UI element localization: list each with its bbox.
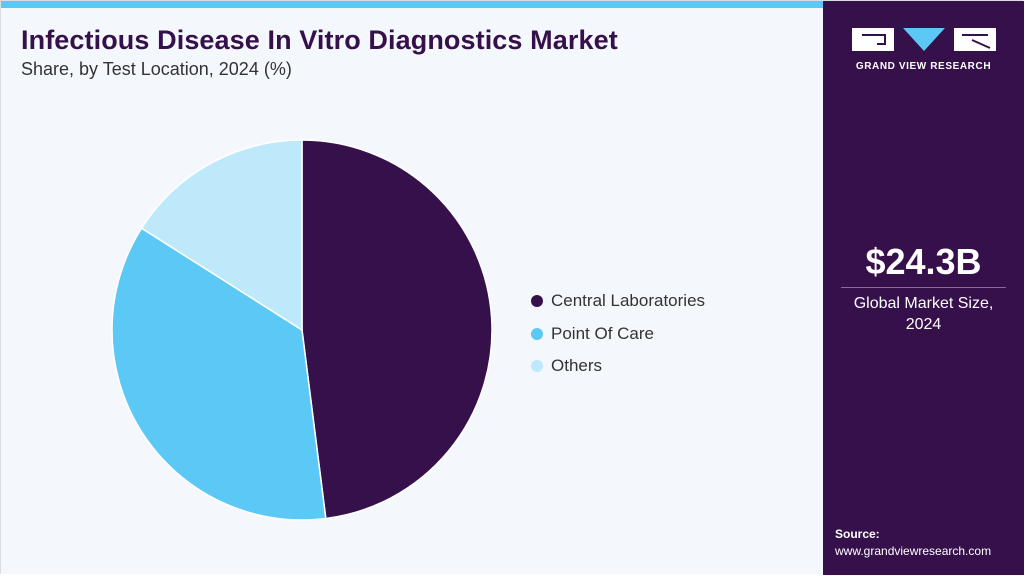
legend-item-central-laboratories: Central Laboratories	[531, 285, 705, 318]
chart-panel: Infectious Disease In Vitro Diagnostics …	[1, 1, 823, 574]
pie-slice-others	[140, 139, 303, 332]
market-size-caption: Global Market Size, 2024	[823, 293, 1024, 335]
chart-title: Infectious Disease In Vitro Diagnostics …	[21, 25, 618, 55]
pie-slice-central-laboratories	[301, 139, 493, 520]
top-accent-bar	[1, 1, 823, 8]
market-size-value: $24.3B	[865, 241, 982, 282]
legend-label-others: Others	[551, 356, 603, 376]
market-size-caption-line1: Global Market Size,	[853, 295, 994, 312]
pie-slice-point-of-care	[111, 227, 327, 521]
gvr-logo-icon	[852, 28, 996, 51]
info-sidebar: GRAND VIEW RESEARCH $24.3B Global Market…	[823, 1, 1024, 575]
chart-legend: Central Laboratories Point Of Care Other…	[531, 285, 705, 383]
legend-marker-central-laboratories	[531, 295, 543, 308]
market-size-caption-line2: 2024	[905, 316, 942, 333]
source-link[interactable]: www.grandviewresearch.com	[835, 544, 992, 558]
pie-chart	[111, 139, 493, 521]
legend-marker-point-of-care	[531, 327, 543, 340]
chart-subtitle: Share, by Test Location, 2024 (%)	[21, 59, 292, 79]
logo-text: GRAND VIEW RESEARCH	[855, 61, 992, 72]
legend-label-point-of-care: Point Of Care	[551, 323, 654, 343]
source-label: Source:	[835, 527, 880, 541]
legend-item-others: Others	[531, 350, 705, 383]
legend-marker-others	[531, 360, 543, 373]
value-divider	[841, 287, 1006, 288]
legend-item-point-of-care: Point Of Care	[531, 318, 705, 351]
legend-label-central-laboratories: Central Laboratories	[551, 291, 706, 311]
